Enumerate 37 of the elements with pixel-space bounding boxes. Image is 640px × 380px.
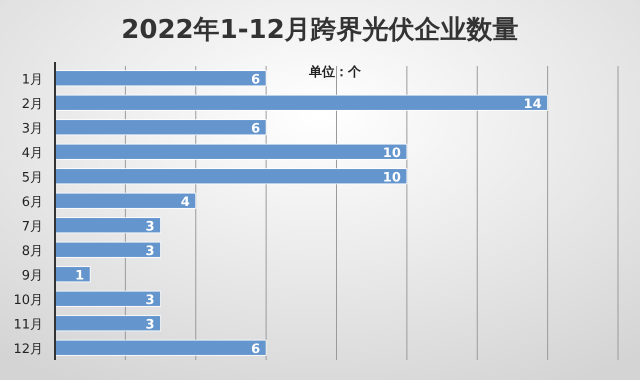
bar <box>54 94 548 111</box>
y-tick-label: 3月 <box>22 121 43 136</box>
bar <box>54 242 161 258</box>
data-label: 1 <box>75 268 84 284</box>
y-tick-label: 9月 <box>22 268 43 284</box>
bar <box>54 144 408 160</box>
data-label: 10 <box>382 146 401 161</box>
data-label: 6 <box>251 72 260 88</box>
bar <box>54 340 267 356</box>
y-tick-label: 1月 <box>22 72 43 88</box>
y-tick-label: 8月 <box>22 244 43 259</box>
data-label: 10 <box>382 170 401 186</box>
y-tick-label: 10月 <box>13 292 43 308</box>
bar <box>54 168 408 184</box>
data-label: 3 <box>146 219 155 234</box>
data-label: 3 <box>146 292 155 308</box>
y-tick-label: 5月 <box>22 170 43 186</box>
data-label: 3 <box>146 317 155 332</box>
y-tick-label: 6月 <box>22 194 43 210</box>
bar <box>54 290 161 307</box>
data-label: 14 <box>524 96 542 112</box>
data-label: 6 <box>251 121 260 136</box>
data-label: 4 <box>180 194 190 210</box>
annotation: 单位：个 <box>308 64 362 80</box>
y-tick-label: 2月 <box>22 96 43 112</box>
data-label: 6 <box>251 342 260 357</box>
bar <box>54 217 161 234</box>
y-tick-label: 7月 <box>22 219 43 234</box>
bar <box>54 70 267 86</box>
y-tick-label: 11月 <box>13 317 43 332</box>
chart-title: 2022年1-12月跨界光伏企业数量 <box>121 15 519 45</box>
data-label: 3 <box>146 244 155 259</box>
bar <box>54 192 196 209</box>
bar <box>54 315 161 332</box>
y-tick-label: 4月 <box>22 146 43 161</box>
y-tick-label: 12月 <box>13 342 43 357</box>
bar <box>54 119 267 136</box>
